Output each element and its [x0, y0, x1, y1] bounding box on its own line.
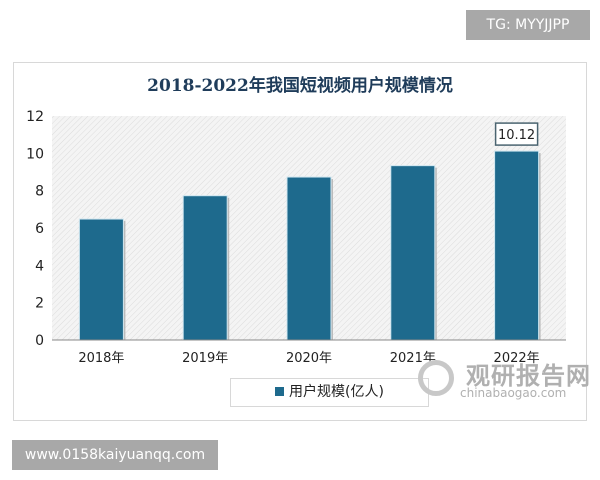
watermark-bottom: www.0158kaiyuanqq.com: [12, 440, 218, 470]
y-tick-label: 0: [35, 333, 44, 349]
watermark-cn: 观研报告网: [466, 362, 591, 390]
chinabaogao-logo-icon: [418, 360, 454, 396]
x-tick-label: 2019年: [182, 351, 228, 366]
bar: [182, 195, 228, 341]
bar: [494, 150, 540, 341]
data-label-box: [494, 122, 539, 146]
bar: [390, 165, 436, 341]
bar: [78, 218, 124, 341]
y-tick-label: 8: [35, 184, 44, 200]
legend-label: 用户规模(亿人): [289, 384, 384, 400]
y-tick-label: 6: [35, 221, 44, 237]
legend-swatch: [275, 387, 285, 396]
bar: [286, 176, 332, 341]
watermark-en: chinabaogao.com: [460, 386, 567, 400]
y-tick-label: 12: [26, 109, 44, 125]
y-tick-label: 10: [26, 146, 44, 162]
x-tick-label: 2018年: [78, 351, 124, 366]
x-tick-label: 2022年: [494, 351, 540, 366]
x-tick-label: 2021年: [390, 351, 436, 366]
data-label: 10.12: [498, 128, 535, 143]
watermark-top: TG: MYYJJPP: [466, 10, 590, 40]
y-tick-label: 4: [35, 258, 44, 274]
chart-title: 2018-2022年我国短视频用户规模情况: [147, 76, 453, 96]
x-tick-label: 2020年: [286, 351, 332, 366]
y-tick-label: 2: [35, 296, 44, 312]
legend: 用户规模(亿人): [230, 378, 429, 407]
